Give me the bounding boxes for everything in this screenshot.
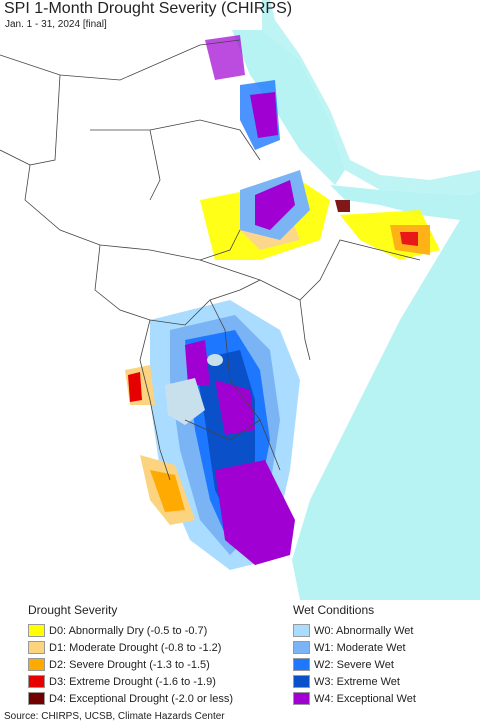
equatorial-wet [150,300,300,570]
page-subtitle: Jan. 1 - 31, 2024 [final] [5,19,107,30]
legend-item-d1: D1: Moderate Drought (-0.8 to -1.2) [28,639,233,656]
legend-item-d0: D0: Abnormally Dry (-0.5 to -0.7) [28,622,233,639]
source-credit: Source: CHIRPS, UCSB, Climate Hazards Ce… [4,711,225,722]
drought-legend: Drought Severity D0: Abnormally Dry (-0.… [28,603,233,707]
legend-item-w3: W3: Extreme Wet [293,673,416,690]
swatch-w2 [293,658,310,671]
page-title: SPI 1-Month Drought Severity (CHIRPS) [4,0,293,17]
swatch-w3 [293,675,310,688]
legend-label-d0: D0: Abnormally Dry (-0.5 to -0.7) [49,624,208,637]
swatch-d4 [28,692,45,705]
south-dry [125,365,195,525]
legend-panel [0,600,480,708]
drought-legend-heading: Drought Severity [28,603,118,617]
legend-label-w1: W1: Moderate Wet [314,641,406,654]
legend-item-w1: W1: Moderate Wet [293,639,416,656]
legend-item-w0: W0: Abnormally Wet [293,622,416,639]
legend-label-w4: W4: Exceptional Wet [314,692,416,705]
legend-label-w2: W2: Severe Wet [314,658,394,671]
swatch-d3 [28,675,45,688]
ethiopia-wet [205,35,310,240]
legend-label-d4: D4: Exceptional Drought (-2.0 or less) [49,692,234,705]
legend-label-w3: W3: Extreme Wet [314,675,400,688]
legend-item-d2: D2: Severe Drought (-1.3 to -1.5) [28,656,233,673]
lakes [165,354,223,425]
swatch-d0 [28,624,45,637]
legend-label-d3: D3: Extreme Drought (-1.6 to -1.9) [49,675,216,688]
swatch-d1 [28,641,45,654]
red-sea [232,30,345,185]
legend-item-w4: W4: Exceptional Wet [293,690,416,707]
legend-label-w0: W0: Abnormally Wet [314,624,414,637]
arabia [270,0,480,180]
legend-label-d1: D1: Moderate Drought (-0.8 to -1.2) [49,641,222,654]
legend-item-w2: W2: Severe Wet [293,656,416,673]
swatch-w1 [293,641,310,654]
indian-ocean [292,185,480,600]
swatch-w0 [293,624,310,637]
legend-item-d3: D3: Extreme Drought (-1.6 to -1.9) [28,673,233,690]
legend-item-d4: D4: Exceptional Drought (-2.0 or less) [28,690,233,707]
wet-legend: Wet Conditions W0: Abnormally Wet W1: Mo… [293,603,416,707]
legend-label-d2: D2: Severe Drought (-1.3 to -1.5) [49,658,210,671]
drought-map [0,0,480,600]
swatch-w4 [293,692,310,705]
swatch-d2 [28,658,45,671]
wet-legend-heading: Wet Conditions [293,603,375,617]
